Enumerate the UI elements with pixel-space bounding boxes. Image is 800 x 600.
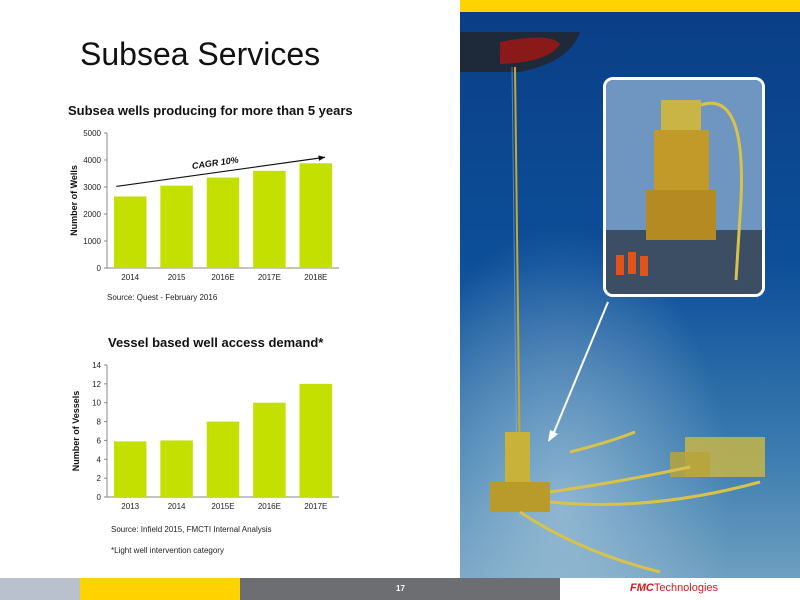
wells-y-axis-label: Number of Wells (69, 165, 79, 236)
wells-y-tick-label: 2000 (83, 210, 101, 219)
page-number: 17 (396, 584, 405, 593)
cagr-arrowhead (318, 155, 326, 161)
vessels-x-tick-label: 2017E (304, 502, 327, 511)
vessels-bar (253, 402, 286, 497)
company-logo: FMCTechnologies (630, 582, 718, 594)
footer-segment-yellow (80, 578, 240, 600)
inset-photo (603, 77, 765, 297)
wells-x-tick-label: 2015 (168, 273, 186, 282)
vessels-y-tick-label: 0 (97, 493, 102, 502)
wells-bar (253, 170, 286, 268)
vessels-y-tick-label: 2 (97, 474, 102, 483)
wells-bar (113, 196, 147, 268)
vessels-bar (206, 421, 240, 497)
chart1-source: Source: Quest - February 2016 (107, 293, 218, 302)
footer-segment-grey (0, 578, 80, 600)
wells-y-tick-label: 3000 (83, 183, 101, 192)
cagr-trend-line (116, 156, 326, 188)
wells-bar (160, 185, 193, 268)
top-bar (0, 0, 800, 12)
vessels-x-tick-label: 2013 (121, 502, 139, 511)
vessels-y-axis-label: Number of Vessels (71, 391, 81, 472)
wells-x-tick-label: 2017E (258, 273, 281, 282)
cagr-annotation: CAGR 10% (191, 155, 239, 171)
wells-bar (299, 163, 333, 268)
vessels-bar (113, 441, 147, 497)
wells-y-tick-label: 5000 (83, 129, 101, 138)
vessels-y-tick-label: 12 (92, 380, 101, 389)
wells-y-tick-label: 1000 (83, 237, 101, 246)
top-bar-left (0, 0, 460, 12)
vessels-y-tick-label: 6 (97, 436, 102, 445)
chart2-source: Source: Infield 2015, FMCTI Internal Ana… (111, 525, 272, 534)
vessels-x-tick-label: 2015E (211, 502, 234, 511)
footer-bar (0, 578, 800, 600)
vessels-bar-chart: 0 2 4 6 8 10 12 14 Number of Vessels 2013 2014 2015… (71, 361, 339, 511)
vessels-y-tick-label: 4 (97, 455, 102, 464)
wells-x-tick-label: 2014 (121, 273, 139, 282)
wells-bar (206, 177, 240, 268)
logo-suffix: Technologies (653, 582, 719, 594)
wells-y-tick-label: 0 (97, 264, 102, 273)
slide-title: Subsea Services (80, 36, 321, 72)
logo-brand: FMC (630, 582, 654, 594)
footer-segment-white (560, 578, 800, 600)
chart1-title: Subsea wells producing for more than 5 y… (68, 103, 353, 118)
chart2-title: Vessel based well access demand* (108, 335, 324, 350)
wells-bar-chart: 0 1000 2000 3000 4000 5000 Number of Wells 2014… (69, 129, 339, 282)
vessels-bar (299, 383, 333, 497)
wells-x-tick-label: 2016E (211, 273, 234, 282)
wells-x-tick-label: 2018E (304, 273, 327, 282)
wells-y-tick-label: 4000 (83, 156, 101, 165)
vessels-y-tick-label: 14 (92, 361, 101, 370)
top-bar-accent (460, 0, 800, 12)
vessels-x-tick-label: 2016E (258, 502, 281, 511)
chart2-footnote: *Light well intervention category (111, 546, 224, 555)
intervention-stack-illustration (606, 80, 762, 294)
vessels-x-tick-label: 2014 (168, 502, 186, 511)
vessels-y-tick-label: 8 (97, 418, 102, 427)
vessels-bar (160, 440, 193, 497)
footer-segment-dark (240, 578, 560, 600)
vessels-y-tick-label: 10 (92, 399, 101, 408)
